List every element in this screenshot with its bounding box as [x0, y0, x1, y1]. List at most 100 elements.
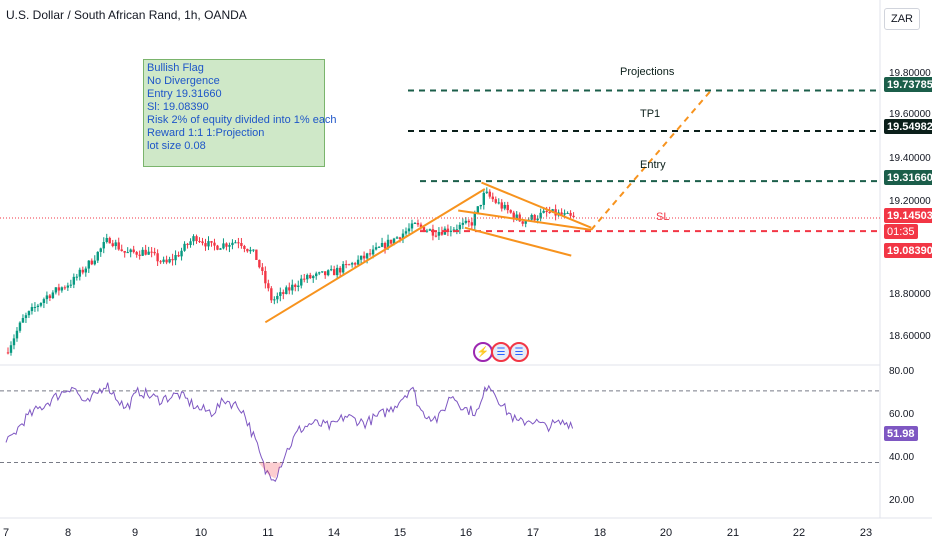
lightning-icon[interactable]: ⚡	[473, 342, 493, 362]
date-label: 7	[2, 527, 10, 539]
candle-body	[240, 243, 243, 246]
candle-body	[90, 260, 93, 265]
symbol-title[interactable]: U.S. Dollar / South African Rand, 1h, OA…	[6, 8, 247, 22]
candle-body	[177, 255, 180, 257]
candle-body	[326, 270, 330, 276]
candle-body	[473, 213, 477, 226]
us-flag-icon[interactable]: ☰	[509, 342, 529, 362]
date-label: 17	[526, 527, 540, 539]
sl-label: SL	[656, 211, 670, 223]
rsi-line	[5, 382, 574, 482]
candle-body	[171, 259, 174, 261]
rsi-axis-label: 20.00	[889, 495, 915, 506]
level-lines	[0, 89, 880, 233]
date-label: 9	[131, 527, 139, 539]
candle-body	[264, 270, 267, 284]
candle-body	[156, 253, 159, 262]
note-line: Sl: 19.08390	[147, 101, 209, 113]
candle-body	[201, 241, 204, 244]
candle-body	[332, 269, 336, 276]
candle-body	[273, 299, 276, 301]
price-axis-label: 19.40000	[889, 153, 931, 164]
candle-body	[309, 274, 312, 279]
projection-path-line	[590, 89, 712, 231]
candle-body	[243, 245, 246, 249]
candle-body	[485, 191, 488, 193]
rsi-oversold-fill	[258, 462, 282, 479]
candle-body	[428, 229, 432, 231]
candle-body	[458, 224, 462, 230]
candle-body	[452, 229, 456, 231]
date-label: 22	[792, 527, 806, 539]
candle-body	[530, 214, 533, 220]
candle-body	[572, 215, 575, 218]
candle-body	[192, 236, 195, 242]
date-label: 11	[262, 527, 274, 539]
entry-label: Entry	[640, 159, 666, 171]
candle-body	[105, 237, 108, 243]
candle-body	[461, 222, 465, 225]
candle-body	[93, 260, 96, 265]
candle-body	[506, 204, 509, 211]
candle-body	[120, 249, 123, 251]
candle-body	[306, 274, 309, 280]
candle-body	[87, 260, 90, 269]
candle-body	[51, 292, 55, 299]
candle-body	[183, 243, 186, 251]
candle-body	[389, 239, 393, 244]
candle-body	[237, 242, 240, 244]
candle-body	[371, 249, 375, 255]
candle-body	[515, 214, 518, 219]
flagpole-line	[264, 188, 486, 324]
projections-label: Projections	[620, 66, 675, 78]
candle-body	[407, 228, 411, 232]
candle-body	[282, 292, 285, 295]
note-line: No Divergence	[147, 75, 220, 87]
candle-body	[261, 267, 264, 271]
candle-body	[419, 224, 423, 228]
rsi-pane	[0, 382, 880, 482]
candle-body	[162, 259, 165, 262]
candle-body	[395, 237, 399, 239]
us-flag-icon[interactable]: ☰	[491, 342, 511, 362]
candle-body	[225, 243, 228, 247]
candle-body	[111, 243, 114, 247]
candle-body	[434, 235, 438, 237]
candle-body	[566, 212, 569, 214]
candle-body	[48, 295, 52, 299]
candle-body	[449, 230, 453, 233]
candle-body	[117, 242, 120, 250]
candle-body	[329, 269, 333, 271]
candle-body	[39, 303, 43, 306]
candle-body	[341, 264, 345, 273]
candle-body	[108, 237, 111, 244]
candle-body	[204, 243, 207, 247]
candle-body	[509, 210, 512, 213]
candle-body	[30, 307, 34, 312]
candle-body	[383, 242, 387, 249]
candle-body	[174, 255, 177, 261]
rsi-axis-label: 40.00	[889, 452, 915, 463]
candle-body	[78, 269, 82, 277]
candle-body	[180, 250, 183, 257]
candle-body	[297, 285, 300, 287]
current-price-tag: 19.14503	[884, 208, 932, 223]
note-line: lot size 0.08	[147, 140, 206, 152]
candle-body	[362, 255, 366, 259]
candle-body	[551, 209, 554, 213]
sl-price-tag: 19.08390	[884, 243, 932, 258]
candle-body	[422, 227, 426, 232]
rsi-axis-label: 60.00	[889, 409, 915, 420]
candle-body	[33, 306, 37, 308]
date-label: 18	[593, 527, 607, 539]
trade-note[interactable]: Bullish Flag No Divergence Entry 19.3166…	[143, 59, 337, 167]
candle-body	[75, 276, 79, 278]
candle-body	[470, 222, 474, 226]
currency-button[interactable]: ZAR	[884, 8, 920, 30]
candle-body	[153, 251, 156, 254]
candle-body	[288, 287, 291, 291]
candle-body	[186, 243, 189, 246]
candle-body	[45, 295, 49, 300]
flag-lower-line	[464, 226, 572, 257]
